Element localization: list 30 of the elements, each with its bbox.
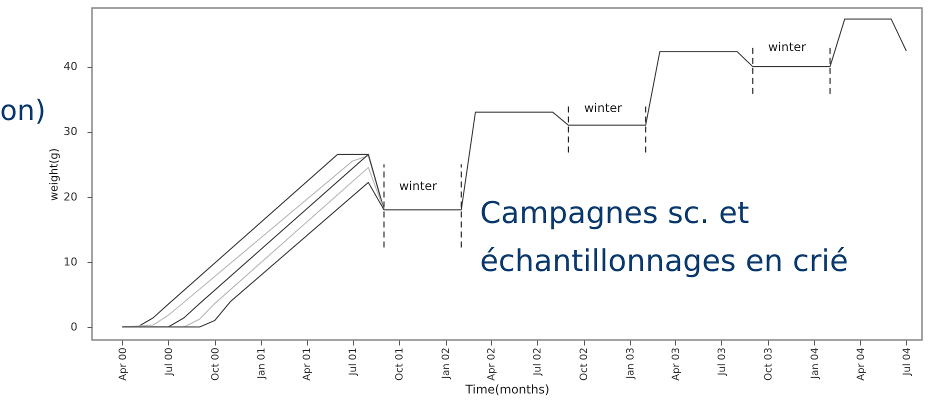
- x-tick-label: Jul 00: [164, 348, 175, 376]
- y-tick-label: 40: [64, 60, 78, 74]
- x-tick-label: Apr 00: [118, 348, 129, 381]
- x-tick-label: Apr 02: [486, 348, 498, 381]
- annotation: winter: [399, 179, 437, 193]
- x-tick-label: Jan 04: [810, 348, 821, 380]
- x-tick-label: Oct 03: [763, 348, 774, 381]
- x-tick-label: Jul 02: [532, 348, 544, 376]
- x-tick-label: Oct 00: [210, 348, 222, 381]
- x-tick-label: Apr 03: [670, 348, 682, 381]
- x-tick-label: Apr 04: [856, 348, 867, 381]
- y-tick-label: 0: [70, 320, 78, 334]
- annotation: winter: [768, 40, 806, 54]
- y-tick-label: 10: [64, 255, 78, 268]
- x-tick-label: Apr 01: [302, 348, 314, 381]
- x-tick-label: Jul 03: [716, 348, 728, 376]
- annotation: Campagnes sc. et échantillonnages en crié: [480, 196, 848, 279]
- x-tick-label: Jul 04: [902, 348, 913, 376]
- x-tick-label: Jul 01: [348, 348, 360, 376]
- x-tick-label: Oct 01: [394, 348, 406, 381]
- x-axis-title: Time(months): [464, 382, 550, 397]
- x-tick-label: Jan 02: [441, 348, 452, 380]
- y-tick-label: 20: [64, 190, 78, 204]
- text: on): [0, 94, 46, 127]
- y-tick-label: 30: [64, 125, 78, 138]
- x-tick-label: Oct 02: [579, 348, 590, 381]
- annotation: winter: [584, 101, 622, 115]
- x-tick-label: Jan 03: [626, 348, 637, 380]
- x-tick-label: Jan 01: [256, 348, 268, 380]
- y-axis-title: weight(g): [48, 148, 61, 201]
